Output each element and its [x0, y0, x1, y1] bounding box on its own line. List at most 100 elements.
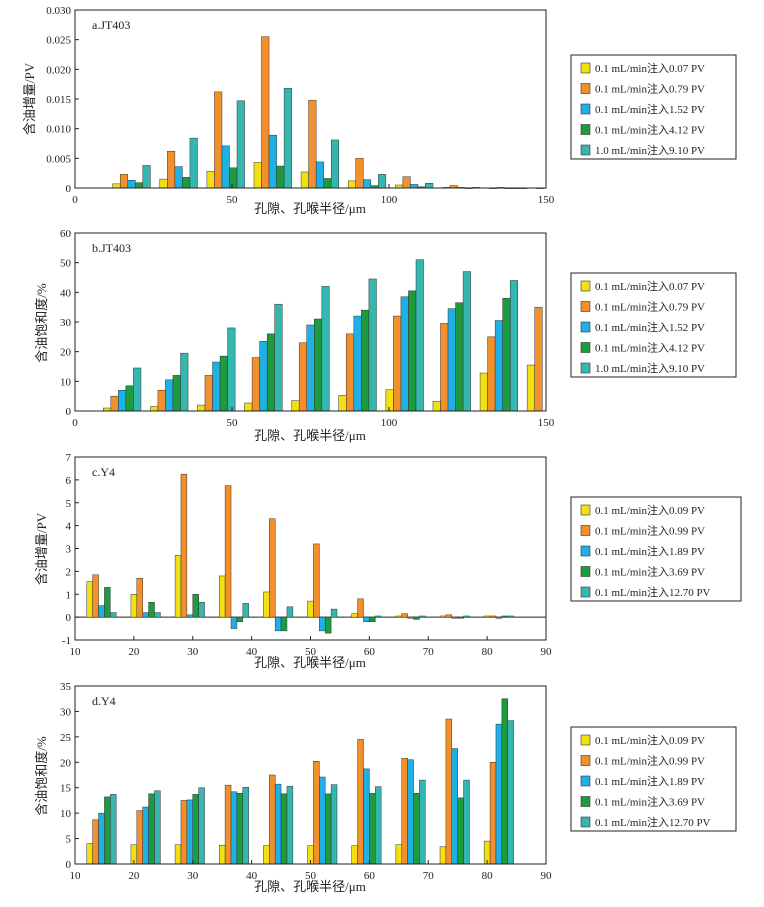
bar-s5-c8 — [419, 779, 426, 865]
bar-s4-c6 — [324, 616, 332, 634]
bar-s5-c6 — [378, 174, 387, 189]
bar-s3-c8 — [407, 616, 414, 619]
legend-box — [570, 726, 737, 832]
bar-s3-c4 — [230, 616, 238, 629]
legend-swatch-1 — [580, 504, 591, 516]
x-tick-label: 40 — [246, 870, 258, 882]
legend-swatch-4 — [580, 796, 591, 807]
legend-label-1: 0.1 mL/min注入0.07 PV — [595, 279, 705, 293]
bar-s2-c2 — [157, 389, 166, 412]
bar-s3-c6 — [353, 315, 362, 412]
bar-s3-c3 — [186, 614, 194, 618]
bar-s5-c7 — [415, 259, 424, 412]
bar-s4-c9 — [502, 298, 511, 412]
bar-s4-c7 — [369, 616, 376, 622]
y-tick-label: 0 — [66, 183, 72, 195]
bar-s3-c9 — [451, 616, 458, 619]
legend: 0.1 mL/min注入0.07 PV 0.1 mL/min注入0.79 PV 0.… — [570, 272, 737, 378]
bar-s2-c8 — [401, 613, 408, 618]
bar-s1-c1 — [112, 183, 121, 189]
bar-s1-c1 — [86, 843, 93, 865]
bar-s3-c7 — [363, 768, 370, 865]
chart-panel-4: 10 20 30 40 50 60 70 80 90 0 5 10 15 20 25 30 35 d.Y4 孔隙、孔… — [34, 681, 737, 894]
bar-s5-c1 — [142, 165, 151, 189]
legend-swatch-3 — [580, 775, 591, 787]
legend-swatch-5 — [580, 586, 591, 598]
y-tick-label: 3 — [66, 544, 72, 556]
legend-label-3: 0.1 mL/min注入1.89 PV — [595, 774, 705, 788]
x-tick-label: 10 — [70, 646, 82, 658]
bar-s3-c5 — [306, 324, 315, 412]
bar-s1-c5 — [300, 171, 309, 189]
bar-s1-c7 — [351, 845, 358, 865]
x-tick-label: 50 — [227, 417, 239, 429]
x-tick-label: 20 — [128, 646, 140, 658]
x-tick-label: 20 — [128, 870, 140, 882]
y-tick-label: 30 — [60, 317, 72, 329]
y-tick-label: 40 — [60, 287, 72, 299]
bar-s1-c5 — [263, 845, 270, 865]
bar-s2-c2 — [136, 577, 143, 618]
y-tick-label: 0 — [66, 859, 72, 871]
bar-s3-c8 — [407, 759, 414, 865]
legend-swatch-1 — [580, 734, 591, 746]
legend-swatch-4 — [580, 124, 591, 135]
bar-s4-c5 — [280, 616, 288, 632]
bar-s4-c7 — [408, 290, 417, 412]
bar-s1-c6 — [338, 395, 347, 412]
legend-swatch-2 — [580, 525, 591, 536]
bar-s2-c3 — [180, 473, 188, 618]
legend-swatch-5 — [580, 362, 591, 374]
y-tick-label: 0.005 — [46, 153, 71, 165]
bar-s4-c8 — [413, 616, 420, 620]
y-tick-label: 5 — [66, 834, 72, 846]
bar-s1-c8 — [395, 615, 403, 618]
bar-s3-c4 — [259, 341, 268, 412]
bar-s2-c10 — [489, 762, 497, 865]
bar-s5-c7 — [425, 183, 434, 189]
bar-s3-c5 — [274, 616, 282, 632]
legend-box — [570, 496, 742, 602]
y-tick-label: -1 — [62, 635, 71, 647]
x-axis-label: 孔隙、孔喉半径/μm — [254, 428, 366, 443]
bar-s4-c7 — [369, 793, 376, 865]
legend-swatch-3 — [580, 321, 591, 333]
legend-label-2: 0.1 mL/min注入0.79 PV — [595, 82, 705, 96]
bar-s1-c4 — [253, 162, 262, 189]
legend-swatch-3 — [580, 545, 591, 557]
bar-s3-c3 — [186, 799, 194, 865]
bar-s4-c1 — [104, 796, 111, 865]
legend-swatch-2 — [580, 301, 591, 312]
y-axis-label: 含油增量/PV — [22, 62, 37, 135]
bar-s5-c3 — [198, 787, 205, 865]
bar-s2-c7 — [357, 739, 364, 865]
legend-label-2: 0.1 mL/min注入0.79 PV — [595, 300, 705, 314]
bar-s1-c2 — [150, 406, 159, 412]
bar-s1-c2 — [130, 594, 138, 618]
bar-s3-c1 — [98, 812, 105, 865]
bar-s1-c8 — [432, 400, 441, 412]
bar-s3-c2 — [142, 612, 149, 618]
legend-swatch-4 — [580, 566, 591, 577]
legend-label-1: 0.1 mL/min注入0.07 PV — [595, 61, 705, 75]
bar-s1-c4 — [218, 844, 226, 865]
bar-s2-c5 — [298, 342, 307, 412]
bar-s5-c1 — [133, 367, 142, 412]
bar-s3-c1 — [118, 389, 127, 412]
bar-s3-c6 — [363, 179, 372, 189]
y-tick-label: 4 — [66, 521, 72, 533]
bar-s4-c10 — [501, 615, 508, 618]
y-tick-label: 25 — [60, 732, 72, 744]
bar-s4-c1 — [125, 385, 134, 412]
y-tick-label: 0 — [66, 612, 72, 624]
bar-s2-c3 — [204, 375, 213, 412]
bar-s2-c1 — [110, 395, 119, 412]
bar-s3-c6 — [319, 776, 326, 865]
bar-s4-c2 — [148, 602, 155, 618]
x-axis-label: 孔隙、孔喉半径/μm — [254, 879, 366, 894]
bar-s2-c9 — [445, 614, 453, 618]
y-tick-label: 10 — [60, 376, 72, 388]
bar-s2-c5 — [269, 518, 276, 618]
legend-label-4: 0.1 mL/min注入4.12 PV — [595, 341, 705, 355]
y-tick-label: 35 — [60, 681, 72, 693]
